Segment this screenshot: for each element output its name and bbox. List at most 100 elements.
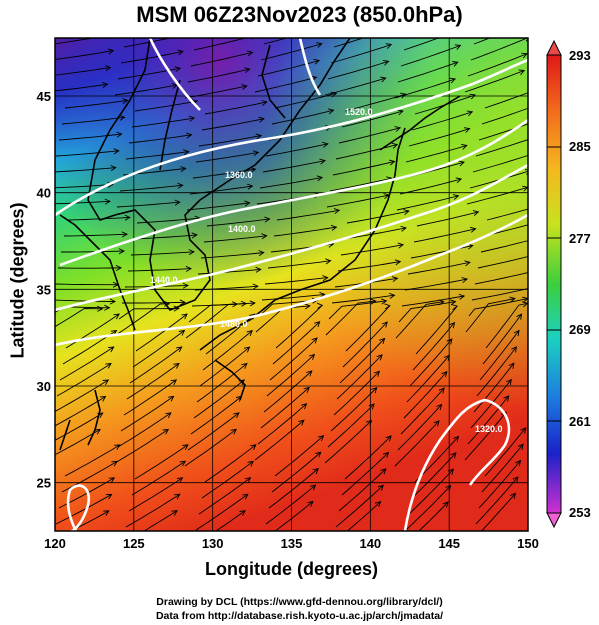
streamline-arrowhead bbox=[104, 65, 112, 72]
streamline bbox=[418, 501, 449, 531]
streamline bbox=[128, 134, 192, 144]
streamline bbox=[55, 67, 111, 76]
colorbar-tick-label: 261 bbox=[569, 414, 591, 429]
contour-label: 1480.0 bbox=[220, 319, 248, 329]
streamline-arrowhead bbox=[261, 100, 268, 106]
streamline-arrowhead bbox=[449, 321, 456, 329]
streamline bbox=[265, 484, 316, 525]
streamline-arrowhead bbox=[400, 92, 407, 99]
colorbar-tick-label: 277 bbox=[569, 231, 591, 246]
streamline-arrowhead bbox=[103, 510, 110, 516]
contour-label: 1320.0 bbox=[475, 424, 503, 434]
streamline-arrowhead bbox=[454, 44, 462, 50]
streamline-arrowhead bbox=[464, 260, 471, 267]
streamline bbox=[55, 50, 114, 60]
streamline-arrowhead bbox=[461, 277, 469, 284]
streamline bbox=[271, 109, 334, 125]
streamline bbox=[331, 294, 395, 304]
streamline-arrowhead bbox=[105, 362, 112, 369]
streamline-arrowhead bbox=[534, 253, 540, 258]
streamline-arrowhead bbox=[173, 362, 180, 369]
streamline-arrowhead bbox=[442, 501, 449, 508]
streamline-arrowhead bbox=[247, 460, 254, 467]
streamline bbox=[339, 338, 385, 384]
streamline bbox=[335, 484, 384, 528]
contour-label: 1440.0 bbox=[150, 275, 178, 285]
streamline bbox=[132, 330, 185, 368]
streamline bbox=[187, 412, 240, 451]
streamline-arrowhead bbox=[447, 468, 454, 475]
streamline bbox=[61, 250, 125, 253]
streamline bbox=[473, 38, 491, 45]
streamline-arrowhead bbox=[389, 292, 396, 299]
streamline-arrowhead bbox=[170, 379, 178, 386]
streamline bbox=[55, 396, 106, 427]
streamline-arrowhead bbox=[250, 444, 257, 451]
streamline-arrowhead bbox=[384, 303, 391, 310]
streamline-arrowhead bbox=[174, 493, 181, 500]
streamline-arrowhead bbox=[121, 231, 128, 238]
x-axis-label: Longitude (degrees) bbox=[204, 559, 378, 579]
streamline bbox=[336, 354, 383, 400]
streamline bbox=[337, 261, 401, 272]
streamline-arrowhead bbox=[247, 183, 254, 190]
streamline-arrowhead bbox=[376, 354, 383, 361]
streamline-arrowhead bbox=[518, 69, 526, 76]
streamline-arrowhead bbox=[436, 403, 443, 411]
streamline bbox=[131, 460, 186, 496]
contour-label: 1400.0 bbox=[228, 224, 256, 234]
streamline-arrowhead bbox=[188, 115, 196, 122]
streamline bbox=[342, 321, 388, 368]
streamline-arrowhead bbox=[520, 427, 527, 434]
streamline-arrowhead bbox=[258, 250, 265, 257]
streamline-arrowhead bbox=[124, 214, 131, 221]
streamline-arrowhead bbox=[94, 429, 101, 435]
streamline-arrowhead bbox=[181, 313, 188, 320]
streamline bbox=[55, 167, 116, 173]
streamline-arrowhead bbox=[307, 500, 314, 507]
streamline bbox=[120, 50, 183, 64]
streamline-arrowhead bbox=[537, 236, 543, 241]
streamline bbox=[329, 177, 392, 192]
streamline bbox=[413, 228, 476, 243]
streamline-arrowhead bbox=[255, 133, 263, 140]
streamline bbox=[484, 427, 527, 477]
streamline bbox=[55, 494, 112, 525]
streamline-arrowhead bbox=[111, 32, 116, 37]
streamline bbox=[475, 476, 519, 525]
streamline-arrowhead bbox=[527, 20, 533, 25]
streamline-arrowhead bbox=[379, 337, 386, 345]
streamline bbox=[130, 251, 194, 256]
streamline bbox=[117, 412, 172, 448]
x-tick-label: 135 bbox=[281, 536, 303, 551]
streamline-arrowhead bbox=[397, 242, 405, 249]
streamline bbox=[274, 92, 337, 109]
streamline-arrowhead bbox=[443, 354, 450, 361]
streamline-arrowhead bbox=[252, 150, 260, 157]
streamline bbox=[262, 160, 326, 173]
streamline-arrowhead bbox=[458, 28, 464, 33]
streamline-arrowhead bbox=[388, 27, 394, 32]
streamline bbox=[55, 412, 104, 441]
streamline bbox=[468, 298, 528, 317]
streamline-arrowhead bbox=[374, 501, 382, 508]
streamline-arrowhead bbox=[102, 81, 109, 88]
streamline bbox=[276, 209, 340, 221]
streamline bbox=[265, 143, 328, 157]
streamline bbox=[187, 68, 250, 83]
streamline bbox=[125, 151, 189, 160]
streamline bbox=[478, 460, 521, 509]
streamline-arrowhead bbox=[365, 419, 373, 427]
streamline-arrowhead bbox=[246, 329, 253, 337]
streamline bbox=[117, 67, 181, 80]
streamline-arrowhead bbox=[513, 329, 520, 337]
streamline bbox=[416, 211, 479, 227]
streamline bbox=[190, 51, 253, 67]
colorbar-max-arrow bbox=[546, 39, 562, 56]
streamline-arrowhead bbox=[304, 303, 311, 310]
streamline-arrowhead bbox=[508, 362, 515, 369]
streamline-arrowhead bbox=[381, 321, 388, 328]
plot-frame bbox=[54, 37, 529, 532]
streamline-arrowhead bbox=[380, 76, 387, 83]
streamline-arrowhead bbox=[177, 49, 184, 56]
